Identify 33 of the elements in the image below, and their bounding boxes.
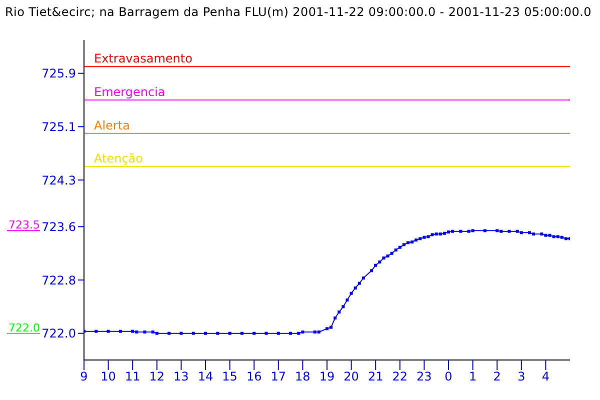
chart-title: Rio Tiet&ecirc; na Barragem da Penha FLU(m) 2001-11-22 09:00:00.0 - 2001-11-23 05:00:00.0 — [5, 5, 592, 19]
x-tick-label: 22 — [392, 370, 408, 384]
ref-line-label: Emergencia — [94, 85, 166, 99]
x-tick-label: 23 — [416, 370, 432, 384]
x-tick-label: 14 — [198, 370, 214, 384]
y-tick-label: 724.3 — [42, 173, 76, 188]
x-tick-label: 0 — [444, 370, 452, 384]
text: 723.5 — [8, 218, 40, 232]
x-tick-label: 1 — [468, 370, 477, 384]
y-tick-label: 722.8 — [42, 273, 76, 288]
ref-line-label: Alerta — [94, 118, 130, 132]
x-tick-label: 19 — [319, 370, 335, 384]
y-tick-label: 723.6 — [42, 220, 76, 234]
x-tick-label: 15 — [222, 370, 238, 384]
x-tick-label: 13 — [174, 370, 189, 384]
ref-line-label: Atenção — [94, 152, 143, 166]
y-tick-label: 725.9 — [42, 66, 76, 81]
x-tick-label: 10 — [100, 370, 116, 384]
x-tick-label: 12 — [149, 370, 165, 384]
x-tick-label: 2 — [493, 370, 501, 384]
x-tick-label: 11 — [124, 370, 140, 384]
y-tick-label: 722.0 — [42, 326, 76, 341]
x-tick-label: 16 — [246, 370, 262, 384]
x-tick-label: 9 — [80, 370, 88, 384]
text: 722.0 — [8, 321, 40, 334]
x-tick-label: 18 — [295, 370, 310, 384]
ref-line-label: Extravasamento — [94, 52, 192, 66]
x-tick-label: 4 — [542, 370, 550, 384]
x-tick-label: 20 — [344, 370, 359, 384]
y-tick-label: 725.1 — [42, 120, 76, 134]
x-tick-label: 21 — [368, 370, 384, 384]
x-tick-label: 17 — [270, 370, 286, 384]
x-tick-label: 3 — [518, 370, 526, 384]
